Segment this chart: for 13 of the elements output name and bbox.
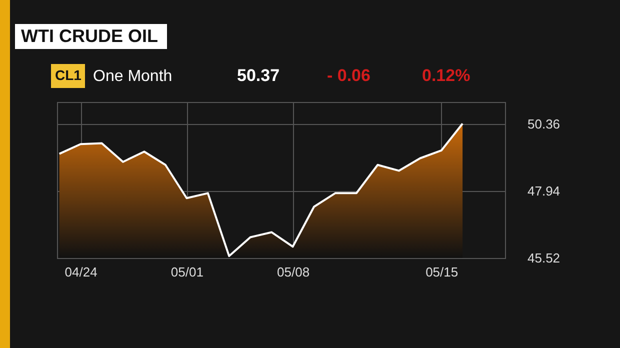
x-tick-label: 05/01 bbox=[170, 264, 204, 280]
y-tick-label: 45.52 bbox=[528, 250, 560, 266]
text: - 0.06 bbox=[327, 66, 370, 85]
y-tick-label: 47.94 bbox=[528, 183, 560, 198]
text: One Month bbox=[93, 68, 172, 85]
y-tick-label: 50.36 bbox=[528, 116, 560, 132]
x-tick-label: 05/08 bbox=[277, 264, 310, 280]
text: 50.37 bbox=[237, 66, 280, 85]
chart-title: WTI CRUDE OIL bbox=[21, 26, 158, 46]
text: CL1 bbox=[55, 67, 82, 83]
x-tick-label: 05/15 bbox=[426, 264, 458, 280]
x-tick-label: 04/24 bbox=[64, 264, 98, 280]
text: 0.12% bbox=[422, 66, 470, 85]
